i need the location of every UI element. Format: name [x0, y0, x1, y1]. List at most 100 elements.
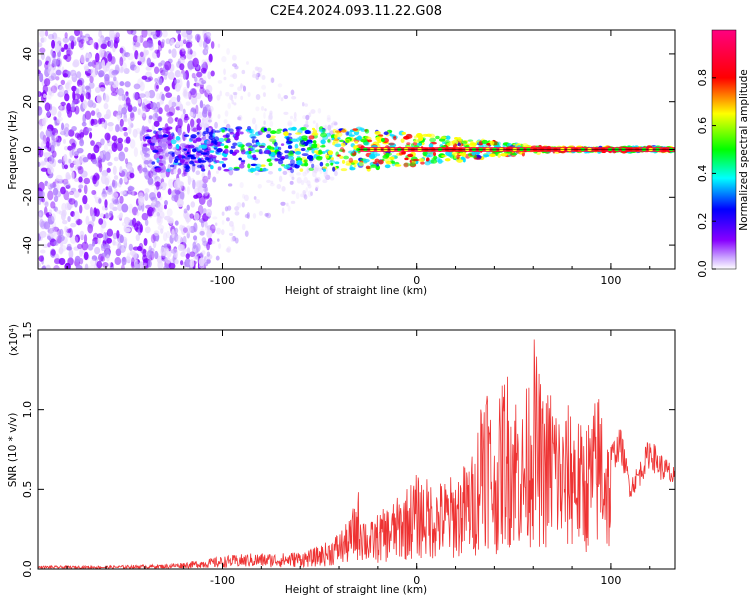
heatmap-cell	[44, 102, 51, 112]
heatmap-cell	[94, 246, 101, 255]
heatmap-cell	[153, 130, 157, 134]
heatmap-cell	[119, 47, 124, 54]
heatmap-cell	[275, 130, 282, 134]
heatmap-cell	[127, 117, 133, 126]
heatmap-cell	[208, 91, 212, 96]
heatmap-cell	[152, 239, 157, 249]
heatmap-cell	[366, 139, 373, 143]
heatmap-cell	[267, 114, 273, 121]
heatmap-cell	[160, 228, 164, 234]
heatmap-cell	[229, 83, 235, 88]
heatmap-cell	[72, 90, 76, 101]
heatmap-cell	[194, 187, 200, 194]
heatmap-cell	[251, 138, 255, 144]
heatmap-cell	[144, 226, 151, 234]
heatmap-cell	[473, 157, 481, 161]
heatmap-cell	[229, 232, 234, 236]
heatmap-cell	[270, 180, 274, 185]
heatmap-cell	[207, 174, 212, 179]
heatmap-cell	[166, 126, 173, 130]
heatmap-cell	[119, 118, 124, 127]
heatmap-cell	[195, 104, 199, 115]
heatmap-cell	[200, 152, 208, 155]
heatmap-cell	[85, 85, 90, 91]
heatmap-cell	[96, 233, 104, 239]
heatmap-cell	[206, 242, 211, 251]
heatmap-cell	[225, 91, 230, 97]
heatmap-cell	[68, 190, 75, 196]
heatmap-cell	[280, 97, 284, 102]
heatmap-cell	[66, 243, 72, 251]
heatmap-cell	[308, 112, 312, 118]
heatmap-cell	[54, 206, 58, 212]
heatmap-cell	[51, 58, 59, 67]
heatmap-cell	[185, 41, 193, 48]
heatmap-cell	[173, 169, 177, 175]
heatmap-cell	[161, 93, 165, 102]
heatmap-cell	[241, 223, 246, 231]
heatmap-cell	[192, 57, 199, 68]
heatmap-cell	[306, 166, 310, 174]
heatmap-cell	[156, 211, 160, 217]
heatmap-cell	[58, 246, 64, 255]
heatmap-cell	[79, 129, 85, 139]
heatmap-cell	[268, 162, 273, 167]
heatmap-cell	[204, 221, 208, 229]
heatmap-cell	[57, 159, 63, 164]
heatmap-cell	[173, 232, 179, 242]
heatmap-cell	[247, 91, 251, 97]
heatmap-cell	[121, 221, 127, 227]
heatmap-cell	[189, 213, 194, 219]
heatmap-cell	[91, 212, 96, 222]
heatmap-cell	[412, 158, 420, 162]
heatmap-cell	[185, 101, 191, 106]
heatmap-cell	[144, 91, 151, 98]
heatmap-cell	[83, 37, 89, 42]
heatmap-cell	[157, 203, 164, 213]
heatmap-cell	[51, 39, 56, 49]
heatmap-cell	[142, 143, 148, 147]
heatmap-cell	[133, 83, 141, 90]
heatmap-cell	[116, 112, 122, 120]
heatmap-cell	[126, 30, 134, 35]
heatmap-cell	[38, 142, 41, 147]
heatmap-cell	[47, 190, 54, 201]
heatmap-cell	[96, 111, 102, 119]
heatmap-cell	[257, 183, 262, 189]
heatmap-cell	[214, 222, 218, 226]
heatmap-cell	[153, 230, 160, 236]
heatmap-cell	[147, 76, 154, 81]
heatmap-cell	[345, 163, 352, 166]
heatmap-cell	[276, 153, 282, 158]
heatmap-cell	[79, 30, 83, 37]
heatmap-cell	[103, 102, 109, 110]
heatmap-cell	[441, 141, 446, 145]
heatmap-cell	[120, 68, 124, 74]
heatmap-cell	[58, 104, 66, 111]
heatmap-cell	[304, 103, 309, 107]
heatmap-cell	[70, 222, 77, 228]
heatmap-cell	[113, 76, 117, 82]
heatmap-cell	[54, 258, 61, 265]
heatmap-cell	[117, 242, 122, 251]
heatmap-cell	[255, 106, 260, 112]
heatmap-cell	[348, 134, 355, 137]
heatmap-cell	[340, 168, 348, 172]
heatmap-cell	[157, 206, 163, 213]
heatmap-cell	[278, 175, 283, 183]
heatmap-cell	[132, 106, 138, 112]
heatmap-cell	[254, 172, 260, 176]
heatmap-cell	[151, 124, 156, 131]
heatmap-cell	[154, 181, 161, 187]
heatmap-cell	[312, 140, 317, 144]
heatmap-cell	[182, 108, 186, 115]
heatmap-cell	[116, 141, 124, 152]
heatmap-cell	[242, 85, 247, 92]
heatmap-cell	[228, 128, 234, 133]
heatmap-cell	[205, 58, 209, 63]
heatmap-cell	[40, 140, 46, 150]
heatmap-cell	[148, 115, 153, 120]
heatmap-cell	[497, 153, 501, 158]
heatmap-cell	[168, 106, 176, 116]
heatmap-cell	[222, 163, 226, 168]
